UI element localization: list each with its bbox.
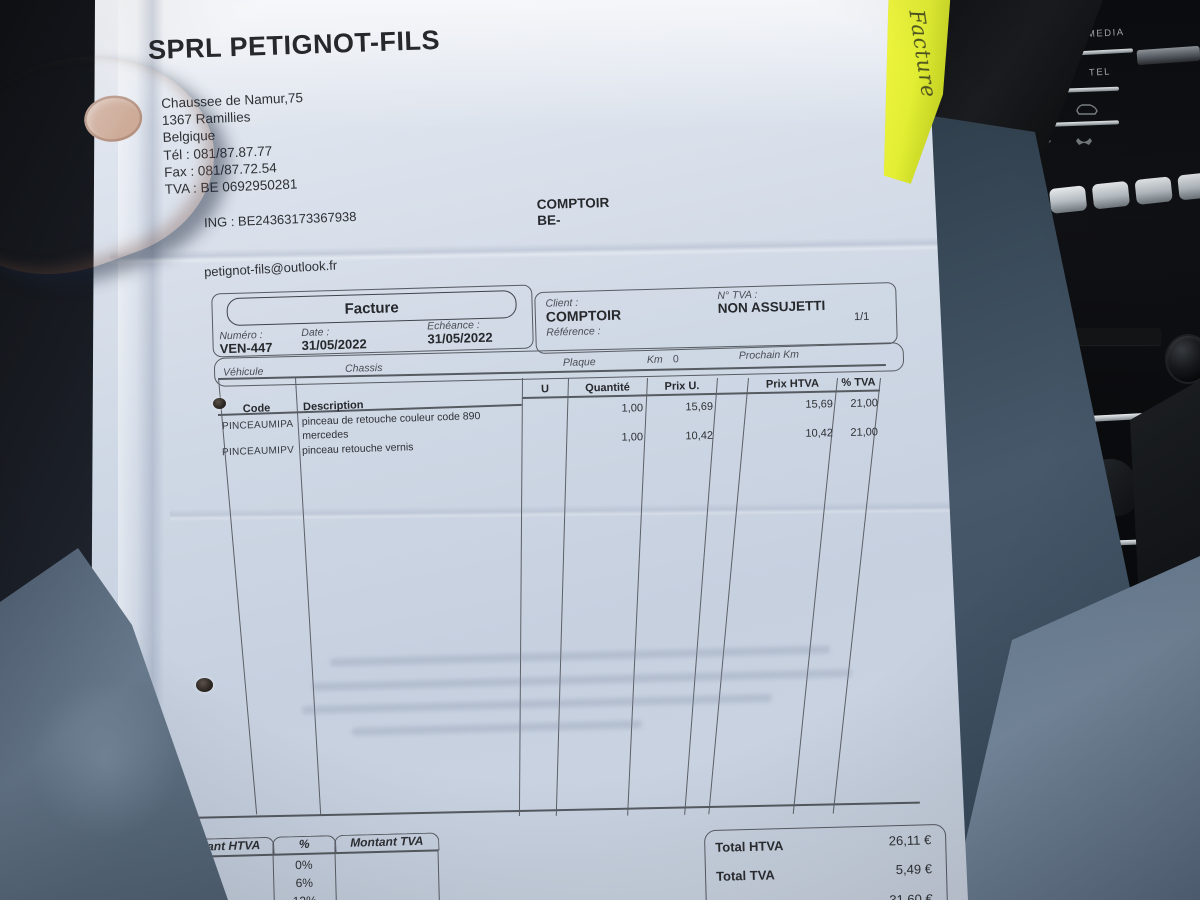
item-1-unit-price: 15,69 <box>685 400 714 414</box>
air-vent-slats <box>1048 171 1200 219</box>
invoice-meta-box: Facture Numéro : VEN-447 Date : 31/05/20… <box>211 284 534 358</box>
total-htva-value: 26,11 € <box>888 832 932 849</box>
table-col-line <box>218 377 258 815</box>
climate-knob-right <box>1167 336 1200 382</box>
tel-button: TEL <box>1088 66 1112 79</box>
total-ttc-value: 31,60 € <box>889 891 933 900</box>
reference-label: Référence : <box>546 325 601 339</box>
vat-col-line <box>437 849 441 900</box>
paper-crease <box>109 236 941 266</box>
climate-button-row <box>1057 328 1161 345</box>
vat-rate-0: 0% <box>294 857 313 873</box>
totals-box: Total HTVA 26,11 € Total TVA 5,49 € 31,6… <box>703 823 949 900</box>
col-header-prix-u: Prix U. <box>664 380 700 393</box>
vent-slat <box>1134 176 1173 205</box>
showthrough-text <box>311 668 853 692</box>
cd-slot <box>1136 45 1200 66</box>
numero-value: VEN-447 <box>219 339 273 357</box>
item-2-tva: 21,00 <box>850 426 879 439</box>
item-2-description: pinceau retouche vernis <box>301 441 414 457</box>
echeance-value: 31/05/2022 <box>427 329 493 347</box>
total-tva-label: Total TVA <box>715 867 776 884</box>
col-header-prix-htva: Prix HTVA <box>765 377 820 391</box>
client-value: COMPTOIR <box>545 306 622 325</box>
showthrough-text <box>301 693 773 715</box>
col-header-code: Code <box>242 402 271 416</box>
item-row-1-numbers: 1,00 15,69 15,69 21,00 <box>522 397 880 416</box>
item-2-qty: 1,00 <box>621 431 644 444</box>
paper-highlight <box>95 0 935 130</box>
vat-rate-6: 6% <box>295 875 314 891</box>
item-1-qty: 1,00 <box>621 402 644 415</box>
item-2-code: PINCEAUMIPV <box>221 444 295 459</box>
col-header-pct-tva: % TVA <box>841 376 876 390</box>
col-header-u: U <box>540 383 550 396</box>
item-1-description: pinceau de retouche couleur code 890 mer… <box>302 410 481 443</box>
item-1-code: PINCEAUMIPA <box>221 418 294 433</box>
col-header-quantite: Quantité <box>585 381 630 395</box>
total-htva-label: Total HTVA <box>715 838 784 855</box>
vent-slat <box>1091 180 1131 210</box>
vent-slat <box>1048 185 1088 214</box>
sticky-note-handwriting: Facture <box>904 8 942 100</box>
km-value: 0 <box>672 353 679 366</box>
plaque-label: Plaque <box>562 356 596 369</box>
total-tva-value: 5,49 € <box>895 861 933 878</box>
media-button: MEDIA <box>1086 27 1125 40</box>
table-col-line <box>792 378 839 814</box>
item-row-2-numbers: 1,00 10,42 10,42 21,00 <box>522 426 880 445</box>
col-header-description: Description <box>302 399 364 414</box>
ntva-value: NON ASSUJETTI <box>717 297 826 316</box>
item-1-htva: 15,69 <box>805 398 834 411</box>
car-icon <box>1076 104 1098 115</box>
prochain-km-label: Prochain Km <box>738 348 800 362</box>
km-label: Km <box>646 353 663 367</box>
item-2-unit-price: 10,42 <box>685 429 714 443</box>
punch-hole-bottom <box>196 678 213 692</box>
punch-hole-top <box>213 398 226 409</box>
vent-slat <box>1177 171 1200 201</box>
showthrough-text <box>329 645 831 667</box>
jeans-highlight <box>30 680 180 840</box>
table-col-line <box>627 378 649 816</box>
vat-rate-12: 12% <box>274 893 336 900</box>
chassis-label: Chassis <box>344 362 383 375</box>
page-indicator: 1/1 <box>853 310 870 324</box>
table-col-line <box>832 378 882 814</box>
date-value: 31/05/2022 <box>301 336 367 353</box>
showthrough-text <box>351 720 643 736</box>
table-col-line <box>708 378 750 815</box>
recipient-block: COMPTOIR BE- <box>537 195 610 229</box>
item-1-tva: 21,00 <box>850 397 879 410</box>
bank-account-line: ING : BE24363173367938 <box>203 208 357 231</box>
recipient-name: COMPTOIR <box>536 195 610 212</box>
phone-end-icon <box>1076 138 1092 145</box>
recipient-line2: BE- <box>537 212 561 228</box>
table-bottom-border <box>182 801 920 819</box>
item-2-htva: 10,42 <box>805 427 834 440</box>
thumb-nail <box>82 92 145 145</box>
